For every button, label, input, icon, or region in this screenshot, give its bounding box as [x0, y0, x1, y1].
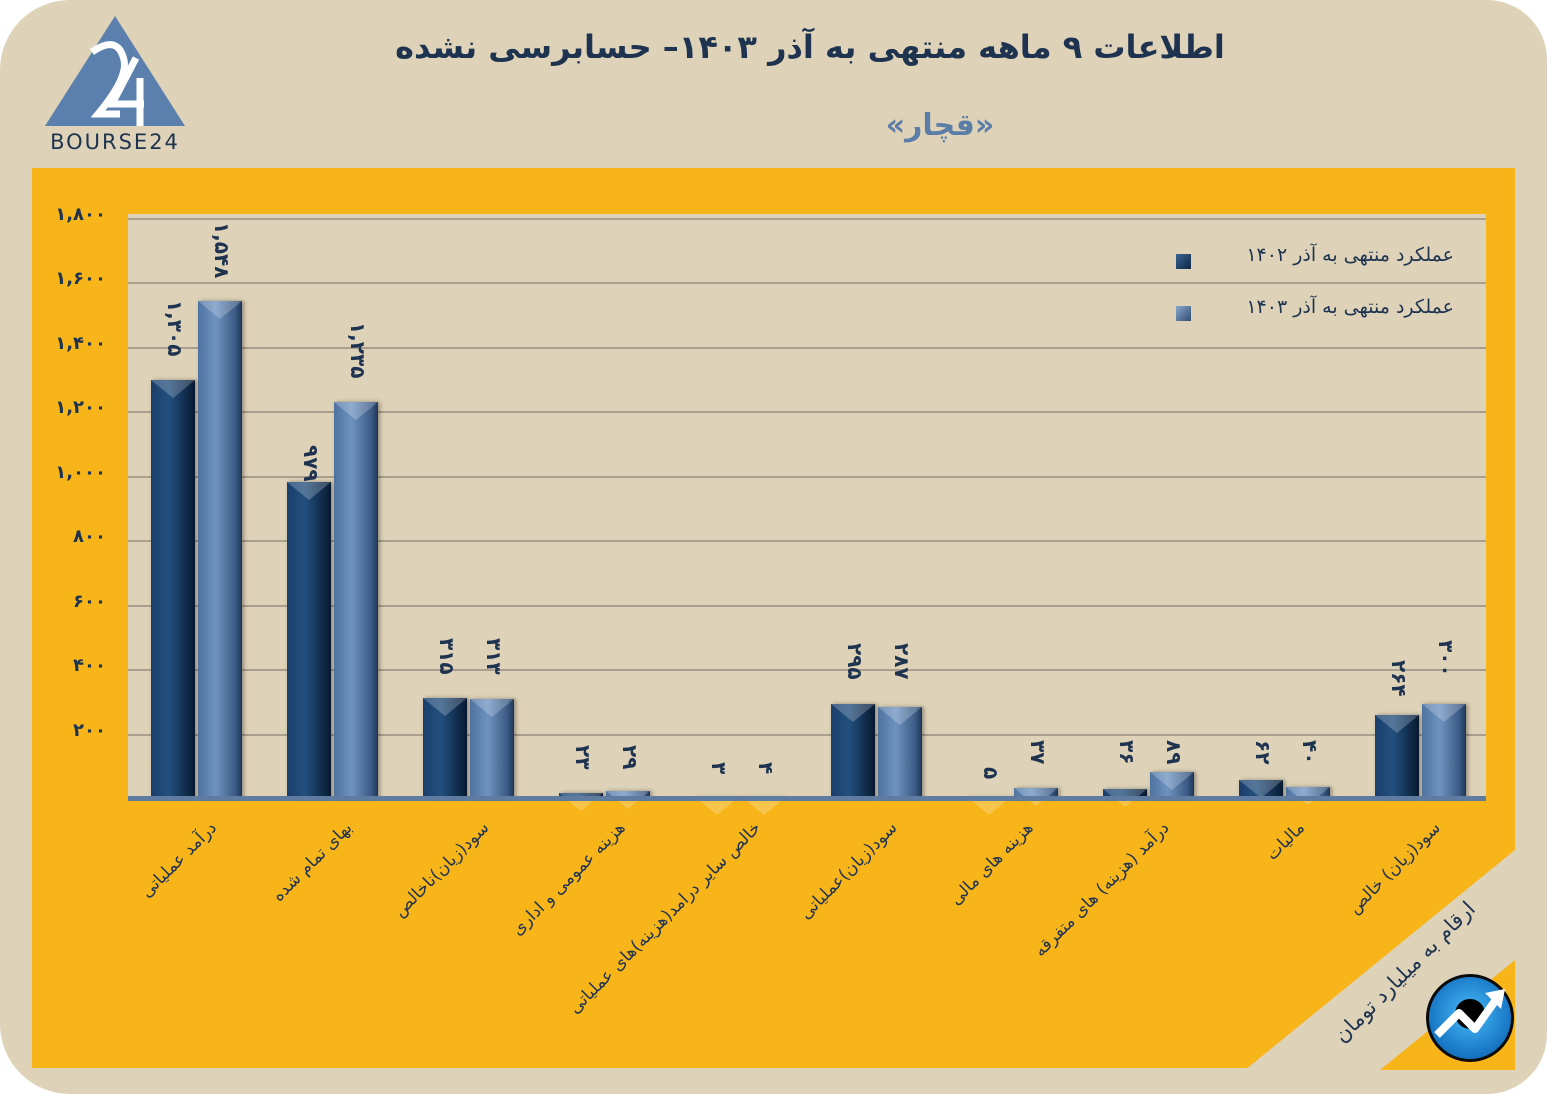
y-tick: ۱,۲۰۰	[55, 397, 106, 418]
logo-text: BOURSE24	[50, 130, 180, 154]
legend-label: عملکرد منتهی به آذر ۱۴۰۳	[1246, 296, 1454, 318]
y-tick: ۶۰۰	[73, 591, 106, 612]
bar-1403[interactable]	[334, 402, 378, 798]
trend-up-arrow-icon	[1426, 974, 1514, 1062]
value-label: ۵	[979, 767, 1003, 780]
y-tick: ۱,۶۰۰	[55, 268, 106, 289]
y-tick: ۴۰۰	[73, 655, 106, 676]
y-tick: ۱,۰۰۰	[55, 462, 106, 483]
gridline	[128, 605, 1486, 607]
gridline	[128, 218, 1486, 220]
bar-1402[interactable]	[423, 698, 467, 798]
y-tick: ۸۰۰	[73, 526, 106, 547]
value-label: ۲۶۴	[1387, 660, 1411, 697]
value-label: ۹۷۹	[299, 445, 323, 482]
value-label: ۳۷	[1026, 740, 1050, 765]
value-label: ۶۲	[1251, 740, 1275, 765]
bar-1402[interactable]	[151, 380, 195, 798]
bar-1402[interactable]	[831, 704, 875, 798]
bar-1402[interactable]	[287, 482, 331, 798]
bar-1403[interactable]	[470, 699, 514, 798]
bourse24-logo-icon	[45, 16, 185, 126]
chart-title: اطلاعات ۹ ماهه منتهی به آذر ۱۴۰۳– حسابرس…	[395, 28, 1225, 66]
legend-swatch	[1176, 254, 1191, 269]
legend-swatch	[1176, 306, 1191, 321]
gridline	[128, 347, 1486, 349]
bar-1403[interactable]	[878, 707, 922, 798]
value-label: ۳۱۳	[482, 638, 506, 675]
value-label: ۲۹۵	[843, 643, 867, 680]
value-label: ۳۱۵	[435, 638, 459, 675]
value-label: ۳۶	[1115, 740, 1139, 765]
value-label: ۳	[707, 762, 731, 775]
bar-1403[interactable]	[1422, 704, 1466, 798]
value-label: ۸۹	[1162, 740, 1186, 765]
gridline	[128, 476, 1486, 478]
gridline	[128, 734, 1486, 736]
gridline	[128, 540, 1486, 542]
value-label: ۴۰	[1298, 740, 1322, 765]
gridline	[128, 669, 1486, 671]
gridline	[128, 411, 1486, 413]
bar-1402[interactable]	[1239, 780, 1283, 798]
legend-label: عملکرد منتهی به آذر ۱۴۰۲	[1246, 244, 1454, 266]
value-label: ۱,۵۴۸	[210, 222, 234, 279]
company-name: «قچار»	[885, 108, 995, 143]
value-label: ۲۳	[571, 745, 595, 770]
legend-item-1402[interactable]: عملکرد منتهی به آذر ۱۴۰۲	[1170, 244, 1460, 274]
value-label: ۲۸۷	[890, 643, 914, 680]
value-label: ۴	[754, 762, 778, 775]
bar-1402[interactable]	[1375, 715, 1419, 798]
value-label: ۲۹	[618, 745, 642, 770]
plot-area	[128, 214, 1486, 815]
y-tick: ۲۰۰	[73, 720, 106, 741]
value-label: ۱,۲۳۵	[346, 322, 370, 379]
value-label: ۳۰۰	[1434, 640, 1458, 677]
bar-1403[interactable]	[198, 301, 242, 798]
gridline	[128, 282, 1486, 284]
x-axis-line	[128, 796, 1486, 801]
value-label: ۱,۳۰۵	[163, 300, 187, 357]
legend-item-1403[interactable]: عملکرد منتهی به آذر ۱۴۰۳	[1170, 296, 1460, 326]
y-tick: ۱,۴۰۰	[55, 333, 106, 354]
y-tick: ۱,۸۰۰	[55, 204, 106, 225]
bar-1403[interactable]	[1150, 772, 1194, 798]
